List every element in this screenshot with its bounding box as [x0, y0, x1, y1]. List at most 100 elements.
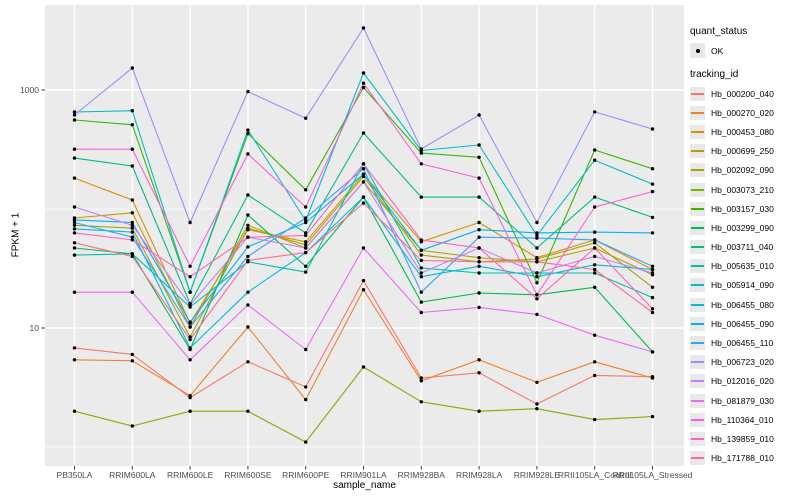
data-point [535, 246, 539, 250]
data-point [72, 246, 77, 250]
data-point [477, 271, 481, 275]
legend-item-label: Hb_006455_110 [711, 338, 774, 349]
data-point [419, 248, 423, 252]
data-point [304, 264, 308, 268]
data-point [477, 220, 481, 225]
data-point [72, 358, 77, 362]
data-point [130, 147, 134, 151]
data-point [593, 263, 597, 267]
data-point [246, 325, 250, 329]
data-point [361, 172, 366, 176]
data-point [535, 380, 539, 384]
data-point [593, 238, 597, 242]
data-point [130, 290, 134, 294]
data-point [535, 260, 539, 264]
data-point [246, 213, 250, 217]
data-point [593, 417, 597, 422]
data-point [188, 264, 192, 268]
data-point [361, 288, 366, 292]
data-point [535, 293, 539, 297]
legend-key [690, 259, 705, 274]
legend-key [690, 355, 705, 370]
data-point [304, 270, 308, 274]
data-point [246, 409, 250, 413]
legend-key [690, 105, 705, 120]
data-point [246, 131, 250, 136]
data-point [477, 176, 481, 180]
x-tick-label: PB350LA [57, 470, 93, 480]
data-point [246, 235, 250, 239]
data-point [535, 407, 539, 411]
data-point [650, 182, 655, 186]
data-point [246, 128, 250, 132]
data-point [477, 409, 481, 413]
data-point [593, 373, 597, 378]
data-point [535, 271, 539, 275]
data-point [130, 211, 134, 215]
legend-key [690, 278, 705, 293]
data-point [535, 297, 539, 301]
data-point [188, 337, 192, 342]
legend-item: Hb_003073_210 [690, 180, 798, 199]
data-point [593, 148, 597, 152]
data-point [304, 250, 308, 255]
data-point [130, 164, 134, 168]
data-point [650, 376, 655, 380]
data-point [419, 147, 423, 151]
data-point [477, 113, 481, 117]
data-point [593, 230, 597, 234]
data-point [188, 409, 192, 413]
data-point [246, 303, 250, 307]
data-point [72, 156, 77, 160]
data-point [477, 246, 481, 250]
x-tick-label: RRIM600PE [282, 470, 330, 480]
line-swatch-icon [691, 226, 704, 229]
data-point [593, 205, 597, 209]
legend-item: Hb_000453_080 [690, 122, 798, 141]
legend-key [690, 374, 705, 389]
data-point [477, 143, 481, 147]
data-point [419, 310, 423, 315]
legend-item: Hb_000200_040 [690, 84, 798, 103]
x-tick-label: RRIM928BA [398, 470, 446, 480]
data-point [477, 260, 481, 264]
data-point [304, 116, 308, 120]
legend-key [690, 393, 705, 408]
data-point [535, 402, 539, 406]
data-point [535, 231, 539, 235]
data-point [419, 376, 423, 380]
data-point [361, 26, 366, 30]
data-point [361, 180, 366, 184]
data-point [477, 256, 481, 260]
data-point [188, 220, 192, 225]
line-swatch-icon [691, 150, 704, 153]
data-point [419, 162, 423, 166]
legend-item-label: Hb_000270_020 [711, 107, 774, 118]
data-point [72, 113, 77, 117]
data-point [419, 258, 423, 263]
legend-quant-status-title: quant_status [690, 26, 748, 37]
data-point [130, 235, 134, 239]
data-point [188, 320, 192, 324]
legend-key [690, 316, 705, 331]
legend-item: Hb_006455_080 [690, 295, 798, 314]
data-point [130, 252, 134, 256]
data-point [650, 127, 655, 131]
data-point [246, 245, 250, 249]
data-point [361, 246, 366, 250]
data-point [188, 275, 192, 279]
data-point [130, 220, 134, 225]
legend-item: Hb_006455_110 [690, 333, 798, 352]
data-point [304, 243, 308, 247]
legend-item-label: Hb_110364_010 [711, 414, 774, 425]
data-point [304, 231, 308, 235]
data-point [304, 205, 308, 209]
legend-item-label: Hb_002092_090 [711, 165, 774, 176]
line-swatch-icon [691, 457, 704, 460]
legend-item-label: Hb_006455_080 [711, 299, 774, 310]
data-point [130, 230, 134, 234]
data-point [72, 205, 77, 209]
legend-key [690, 431, 705, 446]
legend-item-label: Hb_006455_090 [711, 318, 774, 329]
line-swatch-icon [691, 380, 704, 383]
